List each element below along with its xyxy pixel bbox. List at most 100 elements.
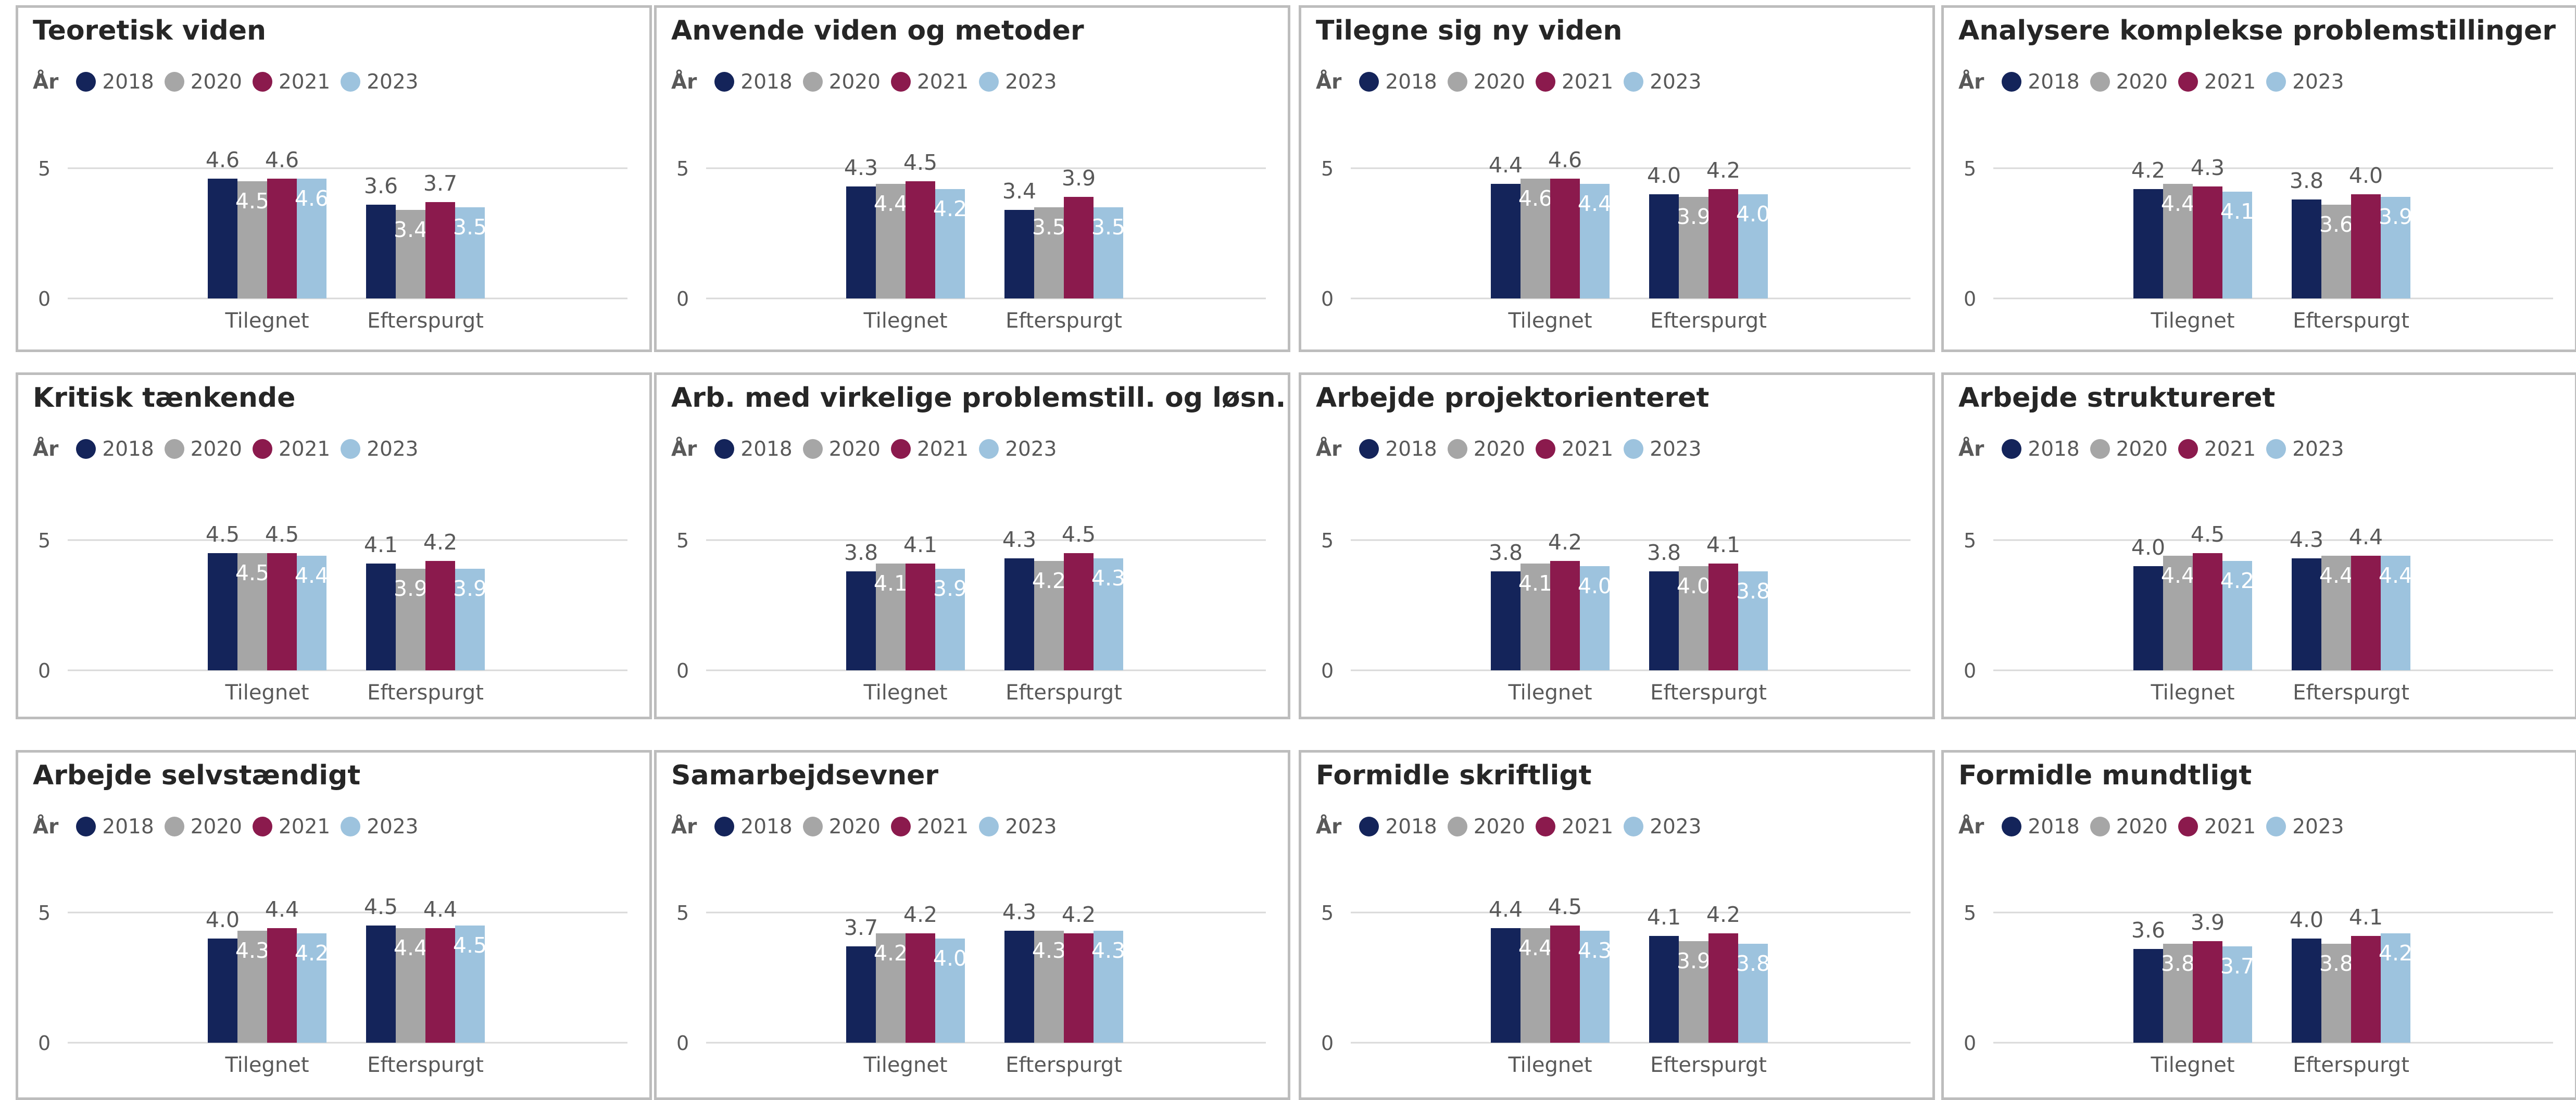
- chart-title: Arbejde projektorienteret: [1316, 382, 1710, 414]
- bar-2021-tilegnet: [267, 179, 297, 298]
- bar-chart-plot: 0 5 4.5 4.5 4.5 4.4 Tilegnet 4.1 3.9 4.2 3.9 Efters…: [38, 522, 627, 705]
- x-category-label-efterspurgt: Efterspurgt: [2293, 1053, 2409, 1077]
- x-category-label-tilegnet: Tilegnet: [2150, 309, 2234, 333]
- data-label-2023-tilegnet: 3.7: [2220, 954, 2254, 979]
- bar-2018-tilegnet: [846, 186, 876, 298]
- legend-label-2021: 2021: [916, 815, 969, 839]
- legend-title: År: [33, 437, 59, 461]
- data-label-2020-tilegnet: 4.2: [874, 941, 908, 966]
- legend-label-2018: 2018: [740, 815, 793, 839]
- legend-label-2020: 2020: [190, 437, 242, 461]
- chart-legend: År 2018 2020 2021 2023: [671, 811, 1067, 842]
- legend-item-2023: 2023: [341, 815, 418, 839]
- legend-label-2021: 2021: [1561, 437, 1614, 461]
- legend-swatch-2018: [1359, 817, 1379, 836]
- legend-swatch-2018: [76, 439, 96, 459]
- bar-2023-efterspurgt: [2381, 197, 2410, 298]
- x-category-label-tilegnet: Tilegnet: [1507, 1053, 1592, 1077]
- legend-swatch-2018: [2002, 72, 2022, 92]
- data-label-2023-tilegnet: 4.1: [2220, 199, 2254, 224]
- legend-item-2018: 2018: [2002, 70, 2080, 94]
- legend-item-2021: 2021: [890, 70, 969, 94]
- bar-2021-tilegnet: [2193, 553, 2222, 670]
- data-label-2023-efterspurgt: 4.2: [2379, 941, 2412, 966]
- data-label-2020-efterspurgt: 4.4: [394, 935, 428, 960]
- x-category-label-efterspurgt: Efterspurgt: [367, 681, 484, 705]
- legend-swatch-2020: [164, 817, 184, 836]
- bar-2018-tilegnet: [2133, 566, 2163, 670]
- bar-2021-efterspurgt: [1708, 564, 1738, 670]
- legend-label-2023: 2023: [2292, 437, 2344, 461]
- bar-2018-efterspurgt: [2292, 558, 2321, 670]
- bar-2021-tilegnet: [906, 181, 935, 298]
- legend-item-2020: 2020: [802, 70, 881, 94]
- data-label-2018-tilegnet: 4.0: [2131, 535, 2165, 560]
- legend-swatch-2021: [1535, 439, 1555, 459]
- bar-2020-tilegnet: [2163, 184, 2193, 298]
- legend-label-2023: 2023: [1650, 437, 1702, 461]
- bar-2020-tilegnet: [1521, 179, 1550, 298]
- bar-2020-tilegnet: [2163, 556, 2193, 670]
- legend-swatch-2021: [2178, 439, 2198, 459]
- legend-swatch-2021: [252, 817, 272, 836]
- data-label-2021-efterspurgt: 4.4: [2349, 524, 2383, 549]
- bar-2020-efterspurgt: [1034, 931, 1064, 1043]
- data-label-2023-efterspurgt: 3.5: [453, 215, 487, 240]
- legend-item-2021: 2021: [1535, 815, 1614, 839]
- legend-swatch-2021: [890, 72, 911, 92]
- bar-2021-efterspurgt: [1064, 197, 1094, 298]
- legend-swatch-2018: [714, 72, 735, 92]
- legend-swatch-2023: [2266, 439, 2286, 459]
- x-category-label-efterspurgt: Efterspurgt: [367, 309, 484, 333]
- bar-chart-plot: 0 5 3.8 4.1 4.1 3.9 Tilegnet 4.3 4.2 4.5 4.3 Efters…: [676, 522, 1266, 705]
- bar-2023-efterspurgt: [1094, 558, 1123, 670]
- bar-chart-plot: 0 5 4.4 4.4 4.5 4.3 Tilegnet 4.1 3.9 4.2 3.8 Efters…: [1321, 894, 1911, 1077]
- legend-label-2018: 2018: [740, 437, 793, 461]
- bar-2020-tilegnet: [237, 931, 267, 1043]
- legend-item-2023: 2023: [1624, 70, 1701, 94]
- legend-item-2021: 2021: [2178, 70, 2256, 94]
- y-tick-label-0: 0: [38, 1032, 51, 1055]
- data-label-2021-tilegnet: 4.2: [1548, 530, 1582, 555]
- legend-swatch-2021: [890, 817, 911, 836]
- legend-label-2020: 2020: [1473, 815, 1525, 839]
- bar-2020-efterspurgt: [1679, 941, 1708, 1043]
- bar-2021-tilegnet: [267, 928, 297, 1043]
- data-label-2020-tilegnet: 4.4: [1518, 935, 1552, 960]
- legend-label-2018: 2018: [1385, 437, 1437, 461]
- data-label-2020-efterspurgt: 4.0: [1677, 573, 1711, 598]
- chart-title: Formidle skriftligt: [1316, 760, 1592, 791]
- x-category-label-efterspurgt: Efterspurgt: [1006, 309, 1122, 333]
- bar-2023-tilegnet: [297, 179, 326, 298]
- legend-label-2021: 2021: [1561, 815, 1614, 839]
- legend-item-2020: 2020: [2090, 438, 2168, 461]
- legend-label-2018: 2018: [2028, 70, 2080, 94]
- bar-2023-tilegnet: [935, 189, 965, 298]
- data-label-2020-efterspurgt: 3.5: [1032, 215, 1066, 240]
- legend-label-2020: 2020: [2116, 70, 2168, 94]
- bar-2023-tilegnet: [2222, 561, 2252, 670]
- chart-title: Arbejde struktureret: [1958, 382, 2276, 414]
- x-category-label-efterspurgt: Efterspurgt: [1650, 1053, 1767, 1077]
- data-label-2021-tilegnet: 4.1: [903, 532, 937, 557]
- data-label-2018-tilegnet: 4.3: [844, 155, 878, 180]
- legend-swatch-2020: [2090, 817, 2110, 836]
- data-label-2020-efterspurgt: 3.9: [1677, 204, 1711, 229]
- chart-title: Samarbejdsevner: [671, 760, 939, 791]
- legend-label-2023: 2023: [1005, 70, 1057, 94]
- legend-swatch-2021: [252, 439, 272, 459]
- bar-2021-tilegnet: [1550, 179, 1580, 298]
- legend-item-2018: 2018: [1359, 70, 1437, 94]
- data-label-2021-tilegnet: 4.2: [903, 902, 937, 927]
- legend-item-2020: 2020: [1447, 815, 1525, 839]
- chart-legend: År 2018 2020 2021 2023: [33, 811, 429, 842]
- data-label-2020-efterspurgt: 4.4: [2319, 563, 2353, 588]
- bar-2023-efterspurgt: [1738, 194, 1768, 298]
- legend-label-2018: 2018: [102, 815, 154, 839]
- bar-chart-plot: 0 5 4.0 4.4 4.5 4.2 Tilegnet 4.3 4.4 4.4 4.4 Efters…: [1964, 522, 2553, 705]
- chart-legend: År 2018 2020 2021 2023: [1316, 811, 1712, 842]
- legend-label-2023: 2023: [1650, 815, 1702, 839]
- y-tick-label-0: 0: [1964, 288, 1976, 310]
- data-label-2021-tilegnet: 4.6: [265, 147, 299, 172]
- bar-2021-efterspurgt: [1064, 553, 1094, 670]
